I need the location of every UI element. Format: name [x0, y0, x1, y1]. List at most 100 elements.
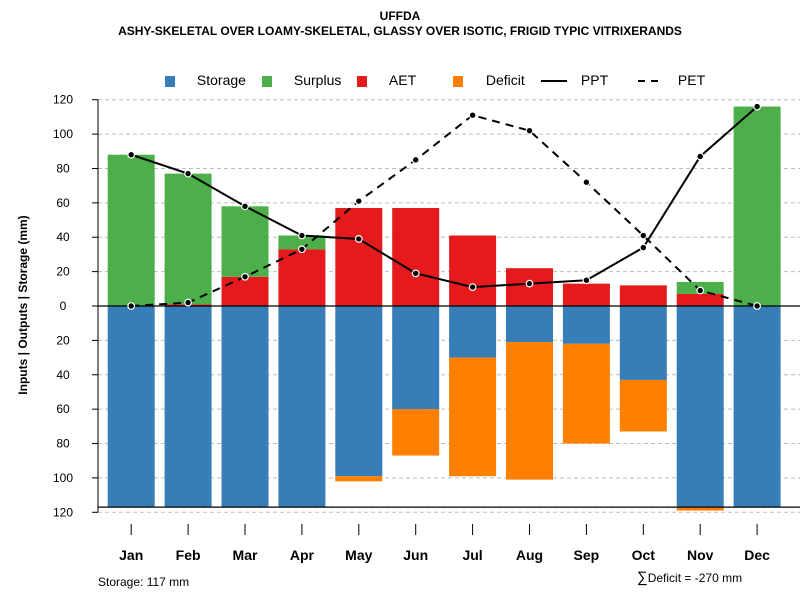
storage-bar	[278, 306, 326, 508]
deficit-bar	[449, 357, 497, 477]
ppt-point	[468, 283, 477, 291]
x-tick-label: Jun	[403, 547, 428, 563]
y-tick-label: 40	[56, 368, 70, 382]
storage-bar	[335, 306, 383, 477]
pet-point	[411, 155, 420, 164]
ppt-point	[298, 231, 306, 240]
x-tick-label: Jul	[462, 547, 482, 563]
aet-bar	[335, 208, 383, 306]
pet-point	[241, 272, 249, 281]
deficit-bar	[506, 342, 553, 480]
storage-bar	[733, 306, 781, 508]
storage-bar	[562, 306, 610, 344]
legend: Storage Surplus AET Deficit PPT PET	[0, 70, 800, 90]
y-tick-label: 20	[56, 333, 70, 347]
ppt-point	[525, 279, 534, 288]
pet-point	[127, 302, 136, 310]
y-tick-label: 80	[56, 437, 70, 451]
y-tick-label: 60	[56, 402, 70, 416]
x-tick-label: Jan	[119, 547, 143, 563]
x-tick-label: Sep	[574, 547, 600, 563]
legend-item-storage: Storage	[165, 70, 246, 90]
ppt-point	[241, 202, 249, 211]
legend-swatch-surplus	[262, 75, 272, 87]
surplus-bar	[164, 173, 212, 305]
legend-item-ppt: PPT	[539, 70, 608, 90]
legend-label-pet: PET	[677, 72, 706, 88]
surplus-bar	[221, 206, 269, 277]
deficit-bar	[619, 379, 667, 432]
aet-bar	[619, 285, 667, 306]
legend-label-storage: Storage	[196, 72, 246, 88]
pet-point	[298, 245, 306, 254]
storage-note: Storage: 117 mm	[98, 575, 190, 589]
pet-point	[582, 178, 591, 187]
legend-line-pet	[638, 80, 664, 83]
pet-point	[184, 298, 193, 307]
surplus-bar	[107, 154, 155, 306]
y-tick-label: 20	[56, 265, 70, 279]
aet-bar	[392, 208, 440, 306]
pet-point	[753, 302, 761, 310]
legend-swatch-deficit	[453, 75, 463, 87]
x-tick-label: Apr	[290, 547, 315, 563]
sum-icon: ∑	[637, 569, 648, 586]
deficit-bar	[335, 476, 383, 482]
chart-subtitle: ASHY-SKELETAL OVER LOAMY-SKELETAL, GLASS…	[118, 24, 682, 38]
x-tick-label: Feb	[176, 547, 201, 563]
y-tick-label: 100	[53, 471, 73, 485]
legend-item-pet: PET	[636, 70, 705, 90]
pet-point	[468, 111, 477, 120]
storage-bar	[164, 306, 212, 508]
x-tick-label: Dec	[744, 547, 770, 563]
y-tick-label: 60	[56, 196, 70, 210]
ppt-point	[354, 235, 363, 243]
ppt-point	[639, 243, 648, 252]
pet-point	[696, 286, 705, 295]
ppt-point	[582, 276, 591, 285]
y-tick-label: 80	[56, 161, 70, 175]
deficit-bar	[676, 507, 724, 511]
deficit-bar	[392, 409, 440, 456]
x-tick-label: Mar	[233, 547, 258, 563]
y-tick-label: 120	[53, 93, 73, 107]
x-tick-label: Oct	[632, 547, 656, 563]
ppt-point	[184, 169, 193, 178]
storage-bar	[506, 306, 553, 343]
deficit-note: ∑Deficit = -270 mm	[637, 569, 742, 586]
storage-bar	[449, 306, 497, 358]
legend-swatch-storage	[165, 75, 175, 87]
ppt-point	[127, 150, 136, 159]
surplus-bar	[733, 106, 781, 306]
aet-bar	[449, 235, 497, 306]
y-tick-label: 100	[53, 127, 73, 141]
ppt-line	[130, 105, 758, 289]
legend-swatch-aet	[357, 75, 367, 87]
x-tick-label: Aug	[516, 547, 543, 563]
pet-point	[639, 231, 648, 240]
legend-label-aet: AET	[388, 72, 417, 88]
ppt-point	[696, 152, 705, 161]
chart-title: UFFDA	[379, 9, 421, 23]
y-tick-label: 40	[56, 230, 70, 244]
y-tick-label: 120	[53, 505, 73, 519]
aet-bar	[562, 283, 610, 306]
deficit-text: Deficit = -270 mm	[647, 571, 743, 585]
deficit-bar	[562, 343, 610, 444]
legend-label-ppt: PPT	[580, 72, 609, 88]
legend-label-surplus: Surplus	[293, 72, 342, 88]
pet-point	[525, 126, 534, 135]
legend-item-deficit: Deficit	[453, 70, 525, 90]
storage-bar	[392, 306, 440, 410]
storage-bar	[221, 306, 269, 508]
ppt-point	[753, 102, 761, 111]
legend-item-surplus: Surplus	[262, 70, 341, 90]
storage-bar	[619, 306, 667, 380]
x-tick-label: May	[345, 547, 372, 563]
aet-bar	[278, 249, 326, 306]
legend-line-ppt	[541, 80, 567, 83]
x-tick-label: Nov	[687, 547, 714, 563]
pet-point	[354, 197, 363, 206]
legend-item-aet: AET	[357, 70, 416, 90]
